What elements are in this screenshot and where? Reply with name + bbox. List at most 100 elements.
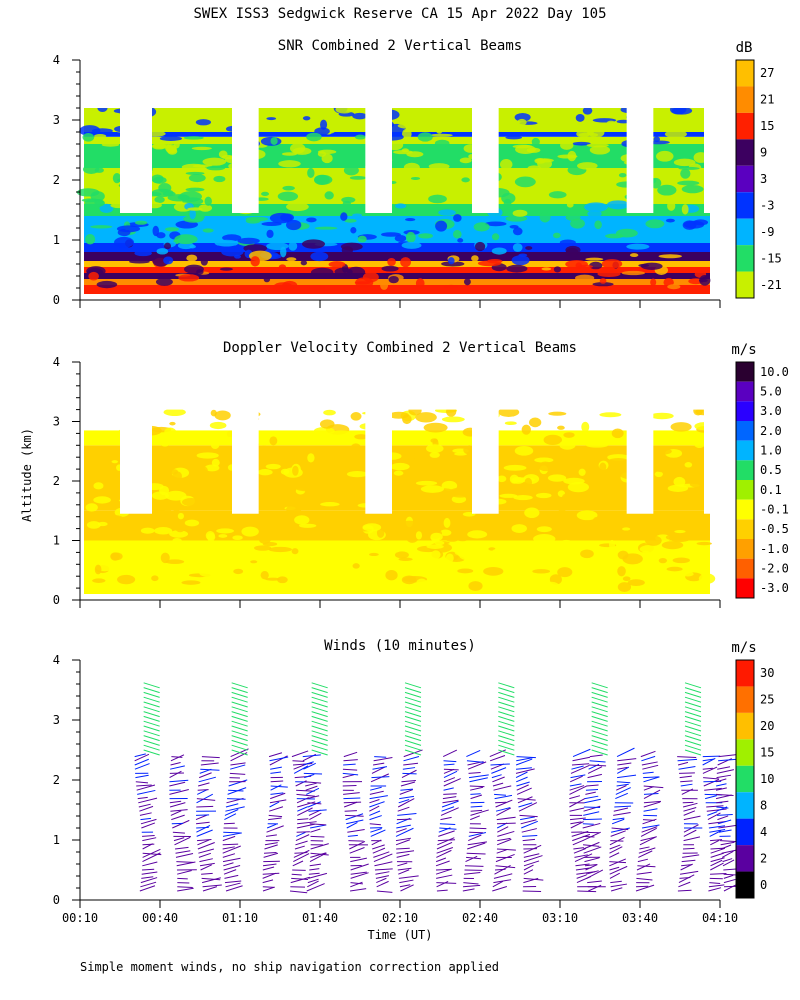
wind-barb-high (591, 706, 608, 713)
heatmap-blob (524, 507, 540, 519)
heatmap-blob (218, 534, 228, 538)
heatmap-blob (463, 278, 471, 286)
wind-barb (569, 807, 585, 812)
wind-barb (679, 870, 699, 875)
heatmap-blob (605, 120, 617, 129)
heatmap-blob (301, 239, 326, 249)
below-range (80, 594, 720, 600)
y-tick-label: 4 (53, 53, 60, 67)
wind-barb (170, 809, 188, 812)
colorbar-swatch (736, 60, 754, 87)
wind-barb-high (591, 691, 608, 698)
heatmap-blob (535, 492, 552, 499)
heatmap-blob (263, 276, 271, 283)
wind-barb (439, 823, 456, 826)
heatmap-blob (428, 163, 450, 170)
wind-barb (577, 890, 597, 893)
heatmap-blob (567, 150, 577, 162)
wind-barb (718, 824, 738, 829)
heatmap-blob (317, 151, 327, 157)
wind-barb-high (684, 715, 702, 722)
heatmap-blob (340, 212, 348, 221)
heatmap-blob (233, 568, 244, 575)
wind-barb (522, 838, 536, 842)
colorbar: 27 21 15 9 3 -3 -9 -15 -21 (735, 59, 782, 299)
wind-barb (196, 821, 210, 825)
colorbar-swatch (736, 845, 754, 872)
wind-barb (707, 812, 721, 821)
wind-barb (635, 884, 655, 892)
heatmap-blob (401, 575, 417, 585)
wind-barb (369, 810, 381, 816)
wind-barb (587, 880, 602, 884)
x-tick-label: 01:10 (222, 911, 258, 925)
heatmap-blob (195, 119, 211, 126)
wind-barb-high (231, 696, 248, 703)
heatmap-blob (599, 278, 607, 284)
heatmap-blob (192, 164, 213, 168)
wind-barb (201, 872, 213, 875)
heatmap-blob (610, 493, 624, 500)
panel-title: SNR Combined 2 Vertical Beams (278, 38, 522, 54)
x-axis-label: Time (UT) (367, 928, 433, 942)
heatmap-blob (174, 522, 186, 533)
heatmap-blob (216, 528, 234, 534)
wind-barb (137, 789, 156, 795)
heatmap-blob (534, 457, 554, 463)
wind-barb-high (404, 691, 422, 698)
wind-barb (616, 781, 631, 784)
heatmap-blob (397, 122, 418, 129)
wind-barb (294, 852, 308, 854)
panel-3: Winds (10 minutes) m/s 0 1 2 3 4 00:10 00:40 01:1… (53, 638, 775, 925)
heatmap-blob (241, 526, 259, 537)
wind-barb (636, 877, 653, 881)
heatmap-blob (434, 540, 445, 546)
wind-barb (517, 798, 536, 801)
heatmap-blob (320, 119, 328, 130)
wind-barb (169, 781, 186, 787)
heatmap-blob (106, 434, 117, 442)
wind-barb (638, 847, 656, 854)
wind-barb (224, 813, 237, 821)
wind-barb (683, 815, 701, 821)
wind-barb (270, 780, 284, 783)
wind-barb (494, 868, 506, 871)
wind-barb (436, 882, 457, 884)
wind-barb (523, 860, 540, 867)
heatmap-blob (526, 147, 541, 153)
heatmap-blob (297, 570, 309, 579)
wind-barb (609, 844, 621, 850)
heatmap-blob (165, 559, 185, 565)
heatmap-blob (557, 425, 565, 430)
wind-barb (348, 840, 364, 842)
wind-barb (709, 882, 721, 885)
wind-barb (372, 762, 385, 766)
wind-barb-high (684, 701, 702, 708)
above-range (80, 60, 720, 108)
wind-barb (643, 776, 659, 779)
colorbar-label: -3.0 (760, 581, 789, 595)
heatmap-blob (530, 551, 548, 557)
wind-barb (303, 772, 323, 775)
wind-barb (702, 758, 715, 762)
heatmap-blob (533, 534, 556, 544)
wind-barb (222, 845, 241, 854)
wind-barb (398, 869, 410, 875)
wind-barb (296, 789, 315, 792)
wind-barb (574, 853, 593, 863)
wind-barb (196, 805, 214, 808)
y-tick-label: 0 (53, 893, 60, 907)
wind-barb (495, 865, 516, 869)
heatmap-blob (441, 416, 465, 423)
wind-barb (269, 806, 284, 812)
wind-barb-high (684, 739, 702, 746)
colorbar-swatch (736, 440, 754, 461)
wind-barb (370, 773, 390, 783)
heatmap-blob (577, 264, 593, 269)
heatmap-blob (278, 264, 286, 269)
wind-barb-high (498, 696, 515, 703)
colorbar-swatch (736, 245, 754, 272)
wind-barb (135, 774, 149, 779)
heatmap-blob (259, 441, 269, 446)
heatmap-blob (600, 526, 622, 535)
